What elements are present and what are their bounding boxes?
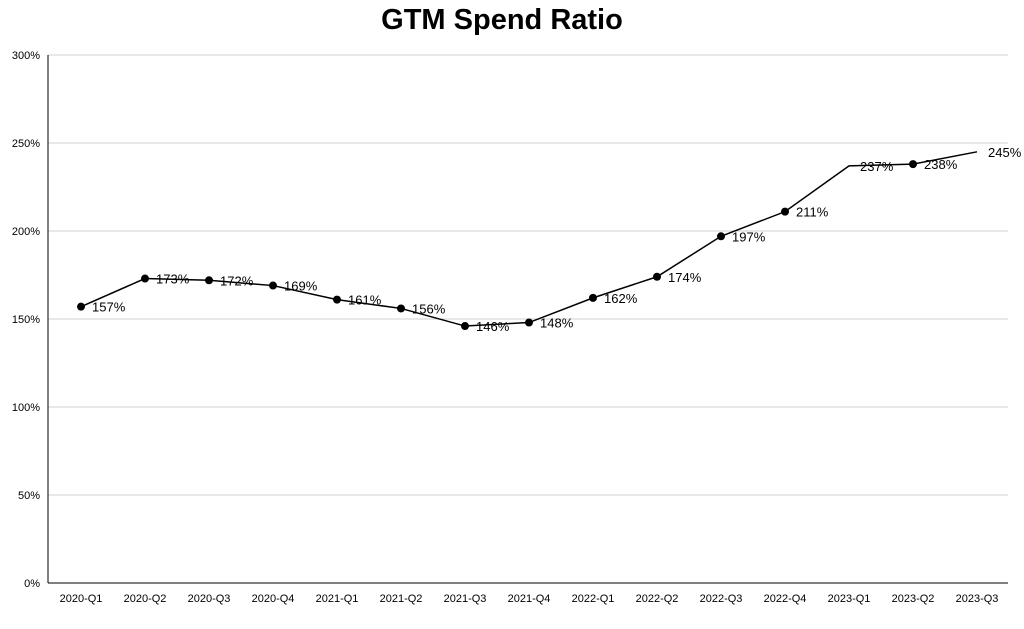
data-point (77, 302, 85, 311)
data-point (205, 276, 213, 285)
x-tick-label: 2023-Q3 (956, 593, 999, 605)
data-point (909, 160, 917, 169)
data-label: 174% (668, 270, 702, 285)
y-tick-label: 0% (24, 578, 40, 590)
data-point (525, 318, 533, 327)
data-point (397, 304, 405, 313)
x-tick-label: 2022-Q1 (572, 593, 615, 605)
data-point (781, 207, 789, 216)
y-tick-label: 100% (12, 402, 40, 414)
data-label: 172% (220, 273, 254, 288)
series-line (80, 151, 978, 327)
data-label: 173% (156, 272, 190, 287)
x-tick-label: 2022-Q2 (636, 593, 679, 605)
data-point (717, 232, 725, 241)
x-tick-label: 2022-Q3 (700, 593, 743, 605)
data-point (461, 322, 469, 331)
y-tick-label: 150% (12, 314, 40, 326)
x-tick-label: 2020-Q1 (60, 593, 103, 605)
data-label: 169% (284, 279, 318, 294)
x-tick-label: 2021-Q2 (380, 593, 423, 605)
x-tick-label: 2021-Q4 (508, 593, 551, 605)
chart-title: GTM Spend Ratio (381, 4, 623, 36)
data-label: 146% (476, 319, 510, 334)
data-label: 157% (92, 300, 126, 315)
x-tick-label: 2022-Q4 (764, 593, 807, 605)
data-point (653, 272, 661, 281)
data-point (589, 293, 597, 302)
x-tick-label: 2021-Q3 (444, 593, 487, 605)
y-tick-label: 250% (12, 138, 40, 150)
data-point (141, 274, 149, 283)
y-tick-label: 200% (12, 226, 40, 238)
data-point (333, 295, 341, 304)
x-tick-label: 2020-Q4 (252, 593, 295, 605)
x-tick-label: 2023-Q2 (892, 593, 935, 605)
x-tick-label: 2020-Q3 (188, 593, 231, 605)
data-label: 197% (732, 229, 766, 244)
x-tick-label: 2023-Q1 (828, 593, 871, 605)
y-tick-label: 300% (12, 50, 40, 62)
data-label: 237% (860, 159, 894, 174)
data-label: 161% (348, 293, 382, 308)
x-tick-label: 2021-Q1 (316, 593, 359, 605)
data-label: 211% (796, 205, 829, 220)
data-label: 245% (988, 145, 1022, 160)
data-label: 148% (540, 316, 574, 331)
y-tick-label: 50% (18, 490, 40, 502)
data-point (269, 281, 277, 290)
data-label: 162% (604, 291, 638, 306)
data-label: 156% (412, 301, 446, 316)
x-tick-label: 2020-Q2 (124, 593, 167, 605)
data-label: 238% (924, 157, 958, 172)
